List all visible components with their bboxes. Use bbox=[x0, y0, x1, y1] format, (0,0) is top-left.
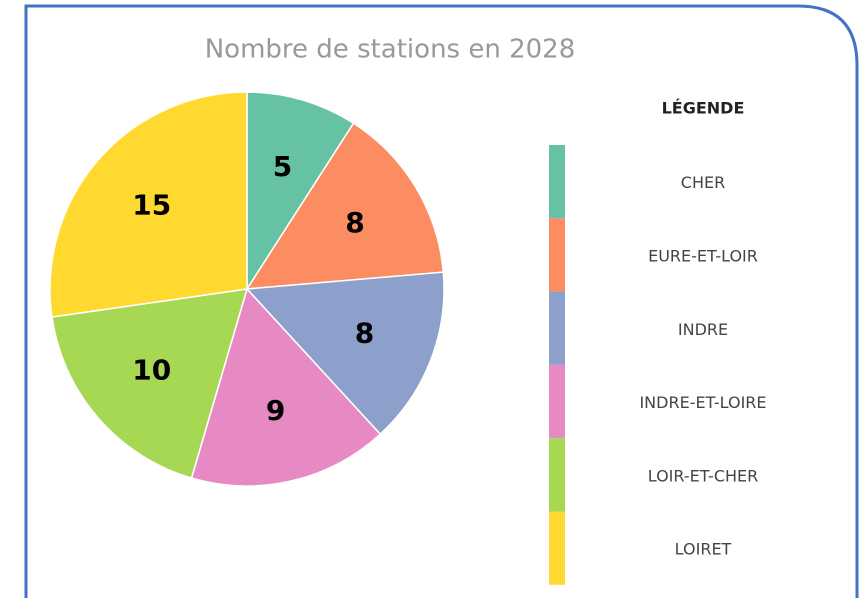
legend-title: LÉGENDE bbox=[662, 99, 745, 118]
data-label: 10 bbox=[132, 354, 171, 387]
pie-slice bbox=[190, 287, 382, 487]
legend-swatch bbox=[549, 511, 565, 585]
legend-swatch bbox=[549, 438, 565, 512]
pie-slice bbox=[245, 122, 445, 290]
data-label: 15 bbox=[132, 188, 171, 221]
pie-slice bbox=[49, 91, 248, 318]
pie-slice bbox=[51, 288, 249, 479]
pie-slice bbox=[246, 91, 355, 292]
pie-slice bbox=[245, 271, 445, 436]
data-label: 5 bbox=[273, 150, 292, 183]
legend-label: INDRE bbox=[678, 320, 728, 339]
legend-swatch bbox=[549, 145, 565, 219]
legend-label: CHER bbox=[681, 173, 725, 192]
legend-swatch bbox=[549, 291, 565, 365]
legend-label: LOIR-ET-CHER bbox=[648, 466, 759, 485]
data-label: 9 bbox=[266, 394, 285, 427]
data-label: 8 bbox=[355, 317, 374, 350]
legend-label: INDRE-ET-LOIRE bbox=[639, 393, 766, 412]
chart-title: Nombre de stations en 2028 bbox=[205, 35, 576, 65]
legend-swatch bbox=[549, 364, 565, 439]
legend-label: EURE-ET-LOIR bbox=[648, 246, 758, 265]
data-label: 8 bbox=[345, 206, 364, 239]
legend-label: LOIRET bbox=[675, 540, 732, 559]
legend-swatch bbox=[549, 218, 565, 292]
